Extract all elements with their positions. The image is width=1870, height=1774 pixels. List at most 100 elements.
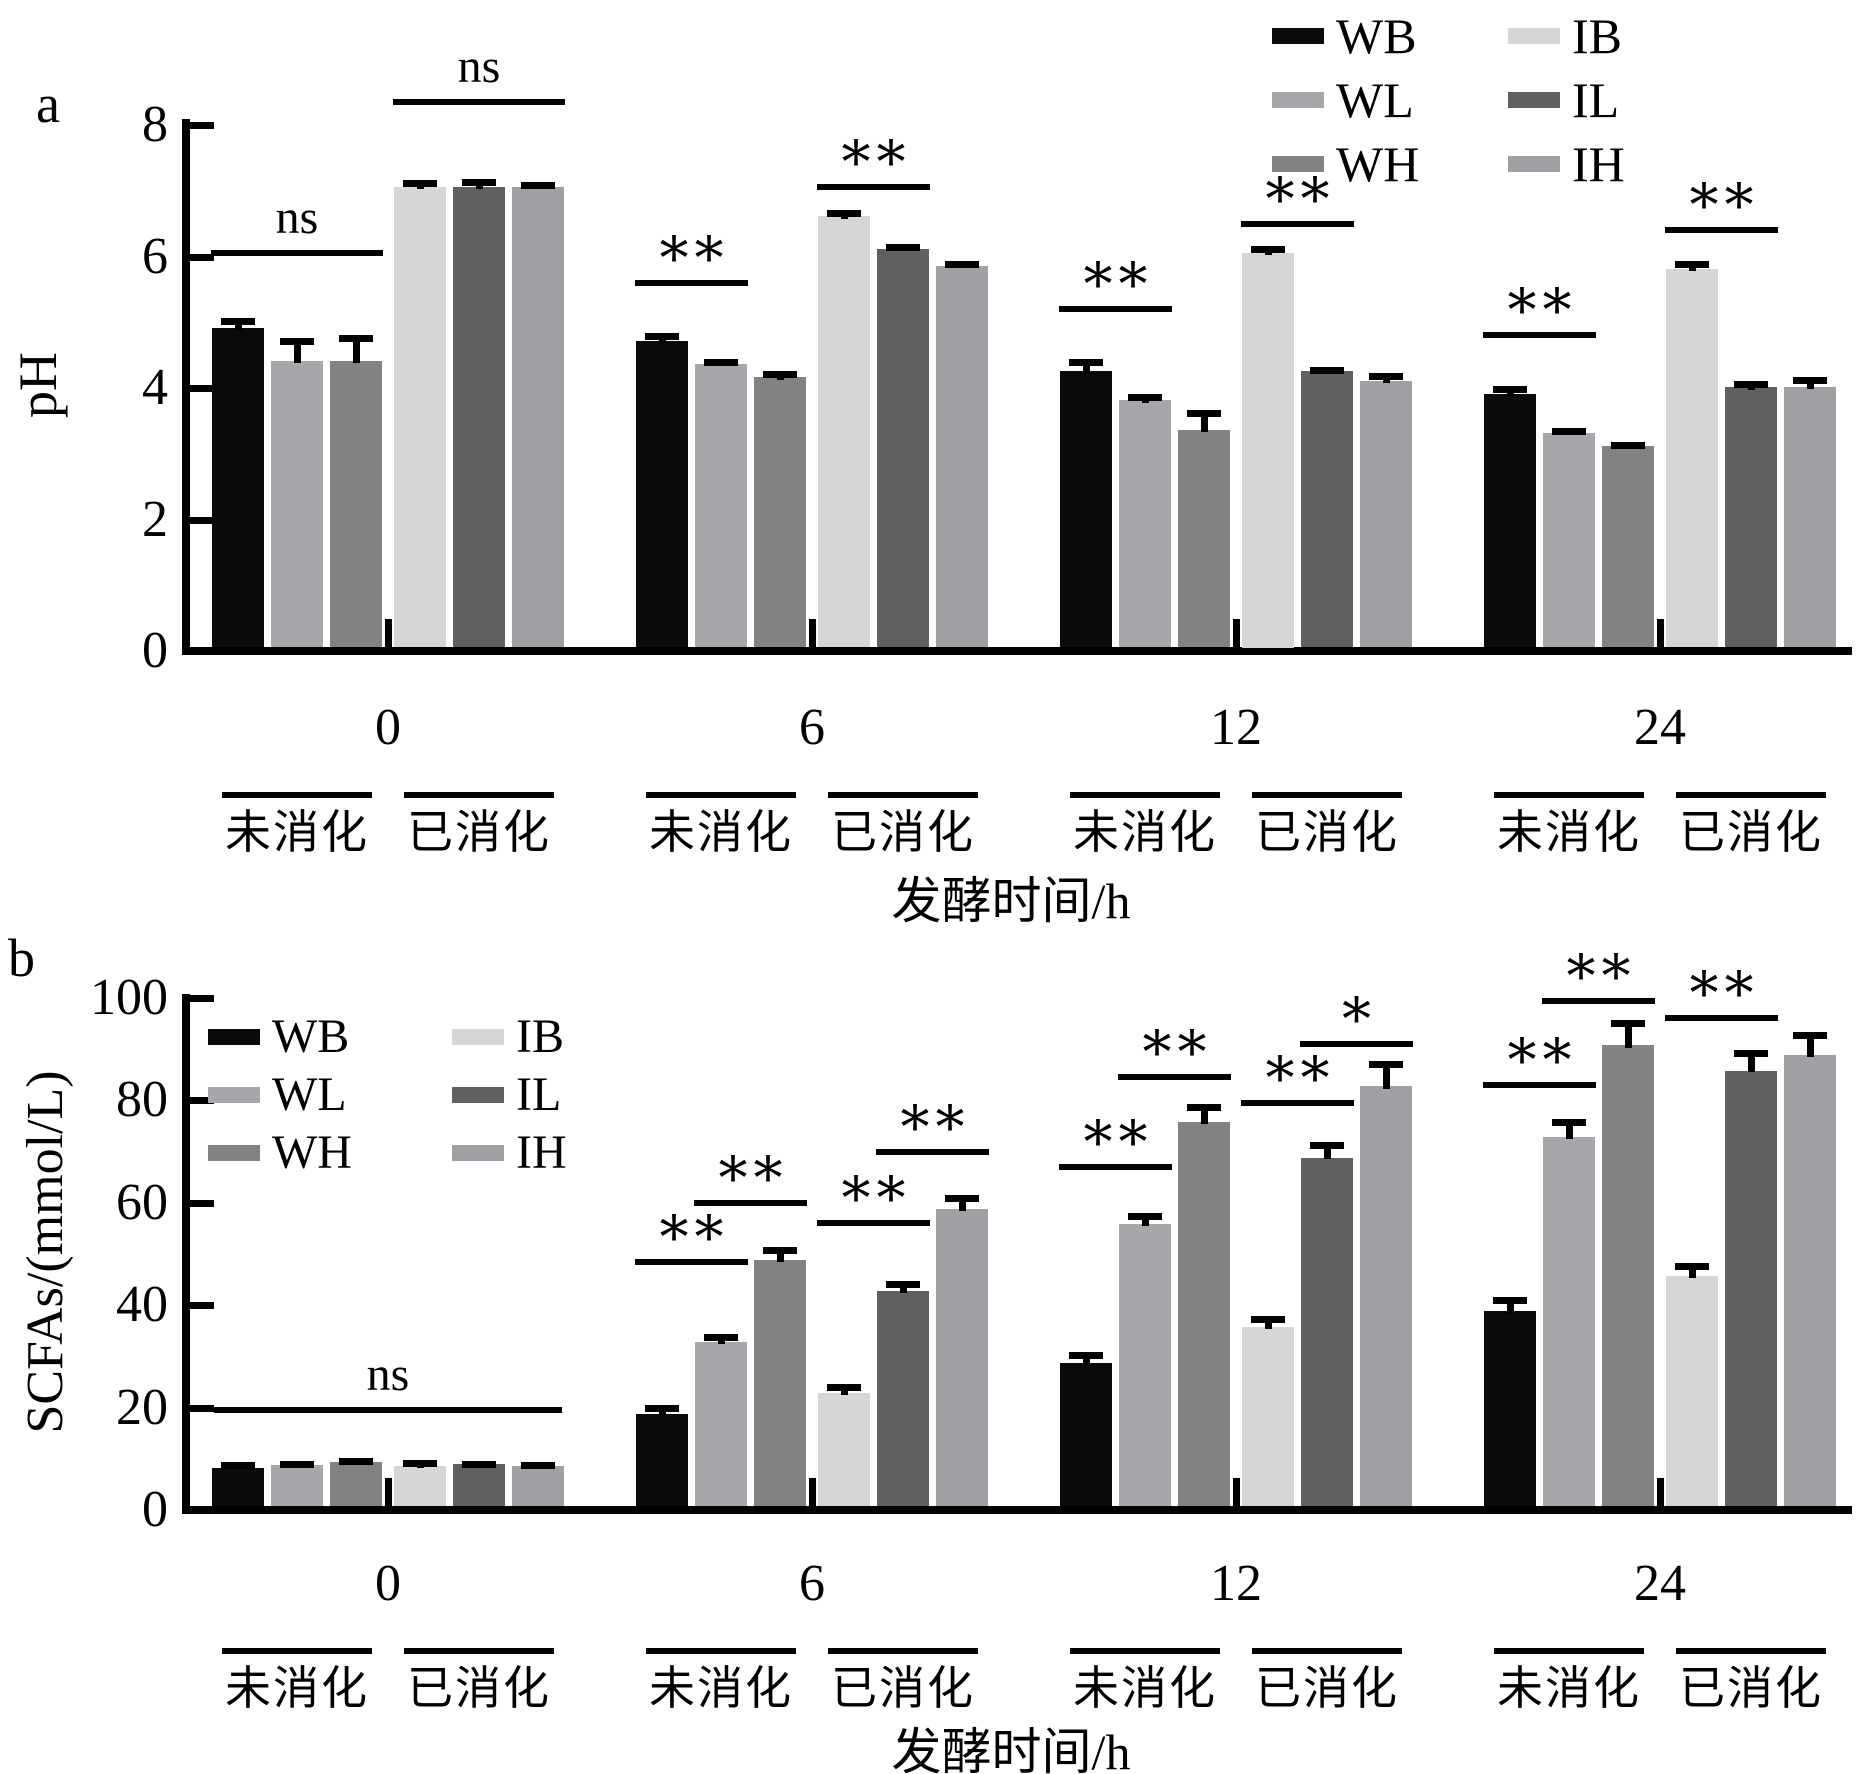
bar-wl-group-24	[1543, 433, 1595, 647]
error-bar-cap	[704, 1334, 738, 1341]
bar-wb-group-12	[1060, 371, 1112, 647]
error-bar-cap	[645, 333, 679, 340]
y-tick	[190, 1097, 214, 1104]
significance-line	[1118, 1074, 1231, 1080]
error-bar-cap	[280, 1461, 314, 1468]
x-axis-line	[182, 1506, 1852, 1514]
error-bar-stem	[959, 1195, 966, 1211]
x-group-label: 0	[375, 699, 401, 756]
bar-il-group-0	[453, 187, 505, 647]
legend-label-ib: IB	[516, 1010, 564, 1063]
y-tick-label: 60	[116, 1174, 168, 1231]
group-center-tick	[1657, 1478, 1664, 1506]
y-tick	[190, 254, 214, 261]
bar-wh-group-24	[1602, 446, 1654, 647]
subgroup-label: 已消化	[407, 807, 551, 858]
error-bar-cap	[1675, 261, 1709, 268]
y-tick-label: 0	[142, 622, 168, 679]
bar-wh-group-24	[1602, 1045, 1654, 1506]
significance-marker: **	[1689, 959, 1760, 1027]
subgroup-label: 已消化	[1679, 1663, 1823, 1714]
significance-marker: **	[1507, 276, 1578, 344]
bar-wl-group-6	[695, 1342, 747, 1506]
subgroup-label: 已消化	[831, 807, 975, 858]
error-bar-cap	[645, 1405, 679, 1412]
legend-label-il: IL	[1572, 72, 1620, 128]
bar-ib-group-6	[818, 1393, 870, 1506]
error-bar-cap	[521, 1462, 555, 1469]
significance-marker: ns	[457, 40, 501, 93]
error-bar-cap	[763, 371, 797, 378]
legend-swatch-ib	[1508, 28, 1560, 44]
bar-ib-group-24	[1666, 269, 1718, 647]
bar-wb-group-24	[1484, 394, 1536, 647]
error-bar-stem	[1083, 359, 1090, 373]
error-bar-stem	[777, 1247, 784, 1262]
x-group-label: 6	[799, 1555, 825, 1612]
significance-line	[1241, 1100, 1354, 1106]
bar-wl-group-0	[271, 361, 323, 647]
error-bar-cap	[1310, 367, 1344, 374]
bar-ib-group-0	[394, 187, 446, 647]
significance-marker: ns	[366, 1348, 410, 1401]
error-bar-cap	[1369, 373, 1403, 380]
significance-line	[1241, 221, 1354, 227]
significance-marker: **	[1142, 1018, 1213, 1086]
error-bar-cap	[403, 180, 437, 187]
y-tick-label: 4	[142, 359, 168, 416]
bar-il-group-6	[877, 1291, 929, 1506]
significance-marker: **	[1083, 1108, 1154, 1176]
subgroup-underline	[222, 1648, 372, 1654]
error-bar-stem	[1625, 1020, 1632, 1048]
error-bar-cap	[1611, 1020, 1645, 1027]
significance-line	[635, 280, 748, 286]
group-center-tick	[1657, 619, 1664, 647]
error-bar-cap	[1069, 1352, 1103, 1359]
x-group-label: 12	[1210, 699, 1262, 756]
y-tick	[190, 1200, 214, 1207]
error-bar-cap	[1734, 381, 1768, 388]
legend-swatch-wh	[1272, 156, 1324, 172]
error-bar-cap	[1493, 1297, 1527, 1304]
legend-swatch-wb	[208, 1029, 260, 1045]
error-bar-cap	[221, 1462, 255, 1469]
subgroup-underline	[1494, 1648, 1644, 1654]
legend-label-ih: IH	[1572, 136, 1625, 192]
panel-b-label: b	[8, 928, 35, 988]
legend-label-wb: WB	[1336, 8, 1417, 64]
subgroup-underline	[1252, 1648, 1402, 1654]
y-axis-line	[182, 994, 190, 1514]
x-group-label: 12	[1210, 1555, 1262, 1612]
legend-swatch-ib	[452, 1029, 504, 1045]
subgroup-label: 未消化	[1497, 807, 1641, 858]
subgroup-label: 未消化	[1073, 807, 1217, 858]
bar-ib-group-12	[1242, 253, 1294, 648]
error-bar-cap	[763, 1247, 797, 1254]
subgroup-underline	[1494, 792, 1644, 798]
significance-line	[817, 184, 930, 190]
subgroup-underline	[1676, 792, 1826, 798]
significance-marker: **	[1507, 1026, 1578, 1094]
error-bar-cap	[1552, 428, 1586, 435]
subgroup-label: 已消化	[1679, 807, 1823, 858]
significance-marker: **	[718, 1144, 789, 1212]
subgroup-label: 未消化	[649, 807, 793, 858]
significance-line	[211, 250, 383, 256]
y-tick	[190, 1302, 214, 1309]
error-bar-cap	[1251, 1316, 1285, 1323]
subgroup-label: 未消化	[649, 1663, 793, 1714]
panel-a-label: a	[36, 74, 60, 134]
bar-il-group-24	[1725, 387, 1777, 647]
subgroup-underline	[646, 1648, 796, 1654]
panel-b-y-axis-title: SCFAs/(mmol/L)	[17, 1070, 74, 1434]
significance-line	[1059, 1164, 1172, 1170]
subgroup-underline	[1070, 1648, 1220, 1654]
error-bar-stem	[1689, 1263, 1696, 1278]
x-group-label: 0	[375, 1555, 401, 1612]
legend-label-ih: IH	[516, 1126, 567, 1179]
subgroup-label: 已消化	[1255, 1663, 1399, 1714]
y-tick	[190, 385, 214, 392]
bar-wl-group-12	[1119, 1224, 1171, 1506]
y-tick-label: 40	[116, 1276, 168, 1333]
